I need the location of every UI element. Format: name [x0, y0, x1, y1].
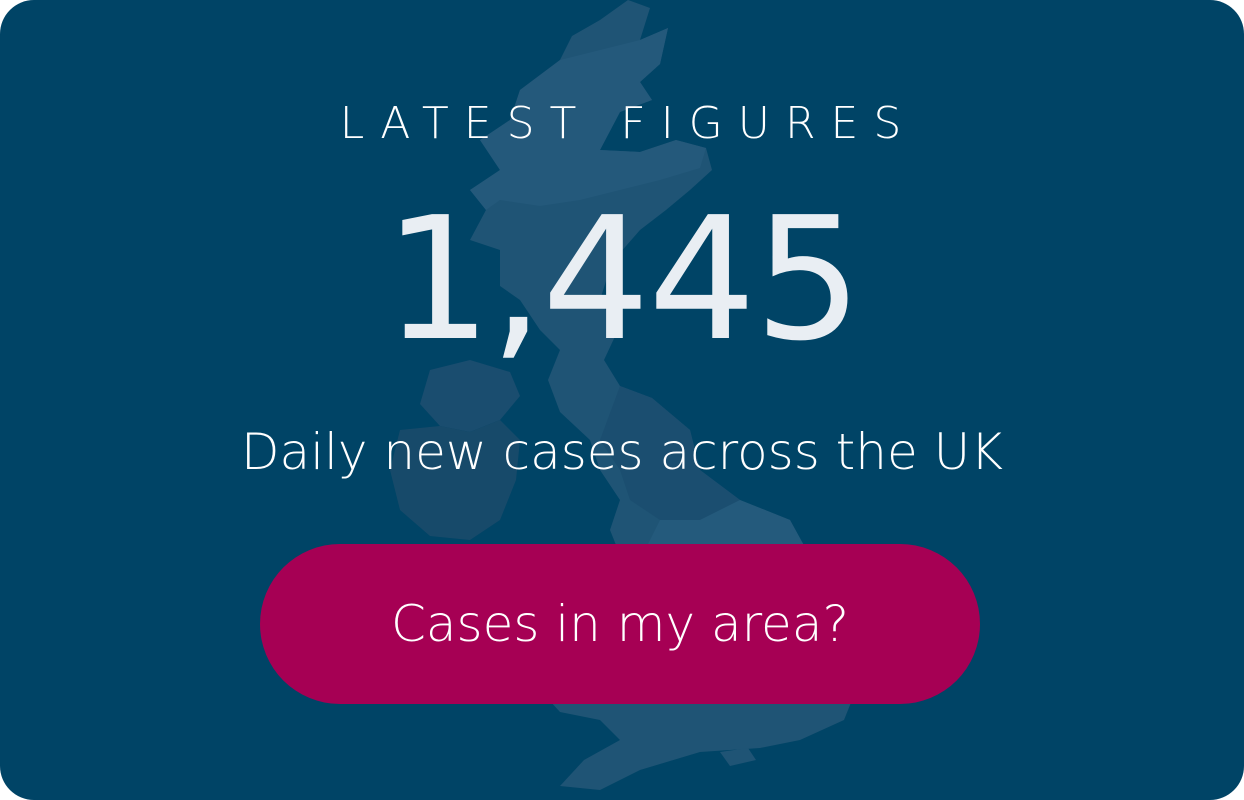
- daily-cases-number: 1,445: [383, 181, 863, 379]
- island-shape: [720, 748, 756, 766]
- northern-ireland-shape: [420, 360, 520, 432]
- england-region-shape: [600, 386, 740, 520]
- daily-cases-caption: Daily new cases across the UK: [240, 423, 1004, 481]
- cases-in-my-area-button[interactable]: Cases in my area?: [260, 544, 980, 704]
- section-eyebrow-label: LATEST FIGURES: [339, 98, 917, 149]
- scotland-region-shape: [470, 28, 706, 210]
- cases-in-my-area-button-label: Cases in my area?: [390, 595, 849, 653]
- ireland-shape: [390, 420, 520, 540]
